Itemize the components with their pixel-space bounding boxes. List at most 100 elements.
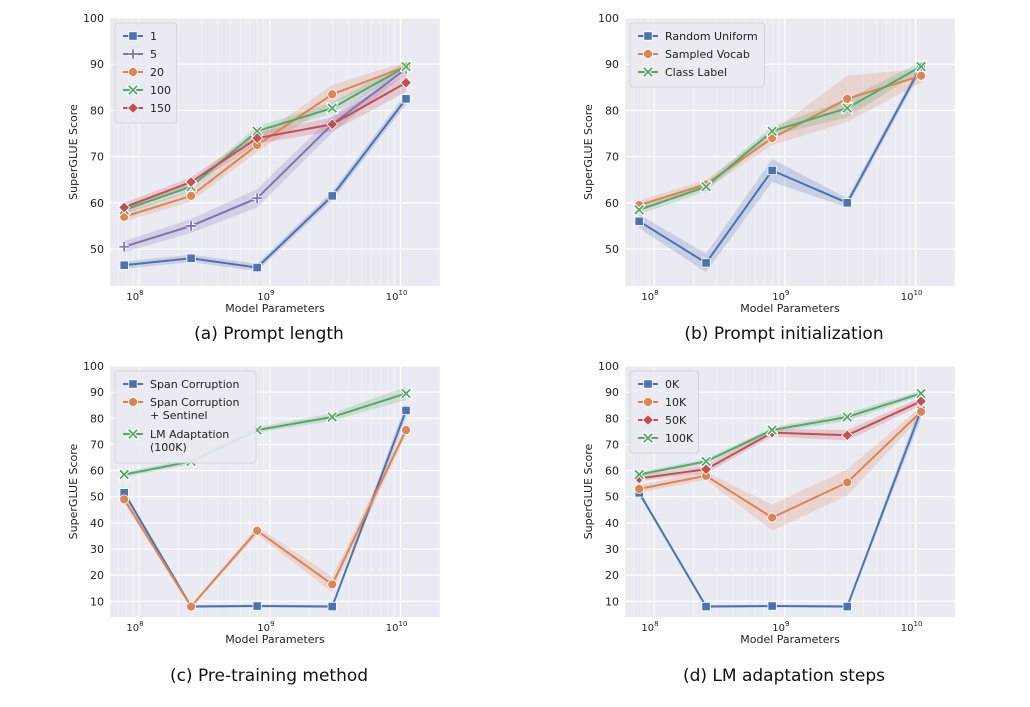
chart-panel-prompt-initialization: 50 60 70 80 90 100 108 109 1010 Model Parameters S… — [515, 0, 1030, 351]
y-tick-label: 100 — [598, 12, 619, 25]
x-tick-label: 108 — [126, 620, 143, 634]
data-point-marker — [767, 601, 777, 611]
data-point-marker — [842, 601, 852, 612]
data-point-marker — [185, 176, 198, 188]
legend-box — [114, 22, 178, 124]
y-tick-label: 70 — [605, 151, 619, 164]
data-point-marker — [118, 201, 131, 214]
x-tick-label: 108 — [126, 289, 143, 303]
y-tick-label: 70 — [605, 438, 619, 451]
legend: 0K 10K 50K 100K — [629, 370, 699, 454]
y-tick-label: 40 — [605, 517, 619, 530]
chart-panel-pre-training-method: 10 20 30 40 50 60 70 80 90 100 108 109 1010 Model Par… — [0, 351, 515, 702]
y-tick-label: 40 — [90, 517, 104, 530]
chart-svg: 50 60 70 80 90 100 108 109 1010 Model Parameters S… — [582, 12, 956, 344]
y-tick-label: 100 — [83, 360, 104, 373]
data-point-marker — [633, 203, 646, 216]
legend-label: 100 — [150, 84, 171, 97]
data-point-marker — [401, 405, 411, 416]
legend-label: Sampled Vocab — [665, 48, 750, 61]
legend-label: 150 — [150, 102, 171, 115]
data-point-marker — [701, 601, 711, 612]
data-point-marker — [916, 406, 926, 417]
y-axis-label: SuperGLUE Score — [582, 443, 595, 539]
data-point-marker — [767, 512, 778, 523]
legend-label: Span Corruption — [150, 378, 239, 391]
y-tick-label: 90 — [605, 386, 619, 399]
legend-label: 10K — [665, 396, 687, 409]
legend-marker — [643, 31, 653, 41]
y-tick-label: 90 — [90, 386, 104, 399]
legend: Span Corruption Span Corruption + Sentinel… — [114, 370, 257, 464]
y-tick-label: 60 — [605, 465, 619, 478]
data-point-marker — [401, 94, 411, 104]
x-tick-label: 109 — [772, 620, 789, 634]
chart-svg: 10 20 30 40 50 60 70 80 90 100 108 109 1010 Model Par… — [582, 360, 956, 686]
y-tick-label: 30 — [90, 543, 104, 556]
y-tick-label: 50 — [605, 491, 619, 504]
y-tick-label: 100 — [598, 360, 619, 373]
legend-label: 50K — [665, 414, 687, 427]
y-tick-label: 80 — [605, 104, 619, 117]
legend-marker — [128, 379, 138, 389]
data-point-marker — [841, 410, 854, 423]
data-point-marker — [700, 455, 713, 468]
data-point-marker — [252, 193, 262, 203]
data-point-marker — [841, 102, 854, 115]
y-tick-label: 10 — [605, 595, 619, 608]
y-axis-label: SuperGLUE Score — [67, 104, 80, 200]
legend-label: 20 — [150, 66, 164, 79]
legend-marker — [642, 66, 654, 78]
legend-box — [629, 22, 765, 88]
data-point-marker — [400, 387, 413, 400]
data-point-marker — [326, 118, 339, 131]
legend-marker — [127, 102, 139, 114]
figure-caption: (c) Pre-training method — [170, 666, 368, 686]
data-point-marker — [766, 125, 779, 138]
confidence-band-random-uniform — [639, 61, 922, 273]
legend: Random Uniform Sampled Vocab Class Label — [629, 22, 765, 88]
confidence-band-50k — [639, 397, 922, 482]
x-tick-label: 108 — [641, 620, 658, 634]
series-span-corruption-sentinel — [119, 425, 411, 612]
data-point-marker — [327, 579, 338, 590]
legend-label: Class Label — [665, 66, 727, 79]
y-axis-label: SuperGLUE Score — [582, 104, 595, 200]
data-point-marker — [915, 387, 928, 400]
chart-panel-prompt-length: 50 60 70 80 90 100 108 109 1010 Model Parameters S… — [0, 0, 515, 351]
legend-marker — [643, 397, 653, 407]
legend-label: 100K — [665, 432, 694, 445]
x-tick-label: 1010 — [386, 289, 408, 303]
x-axis-label: Model Parameters — [225, 633, 325, 646]
data-point-marker — [326, 410, 339, 423]
x-tick-label: 1010 — [901, 289, 923, 303]
y-tick-label: 20 — [605, 569, 619, 582]
legend-marker — [127, 428, 139, 440]
y-tick-label: 100 — [83, 12, 104, 25]
x-tick-label: 108 — [641, 289, 658, 303]
legend-marker — [128, 397, 138, 407]
series-1 — [119, 94, 411, 273]
y-tick-label: 50 — [605, 243, 619, 256]
data-point-marker — [401, 425, 411, 435]
legend-box — [629, 370, 699, 454]
x-tick-label: 109 — [257, 289, 274, 303]
data-point-marker — [327, 89, 338, 100]
legend-marker — [643, 49, 653, 59]
y-tick-label: 50 — [90, 491, 104, 504]
series-class-label — [633, 60, 928, 216]
legend-marker — [642, 414, 654, 426]
data-point-marker — [252, 601, 262, 611]
y-tick-label: 80 — [90, 412, 104, 425]
data-point-marker — [252, 262, 262, 273]
x-tick-label: 109 — [772, 289, 789, 303]
data-point-marker — [842, 198, 852, 208]
data-point-marker — [841, 429, 854, 442]
confidence-band-150 — [124, 73, 407, 213]
y-axis-label: SuperGLUE Score — [67, 443, 80, 539]
data-point-marker — [252, 525, 263, 536]
data-point-marker — [701, 258, 711, 268]
legend: 1 5 20 100 150 — [114, 22, 178, 124]
confidence-band-5 — [124, 64, 407, 253]
x-axis-label: Model Parameters — [740, 302, 840, 315]
